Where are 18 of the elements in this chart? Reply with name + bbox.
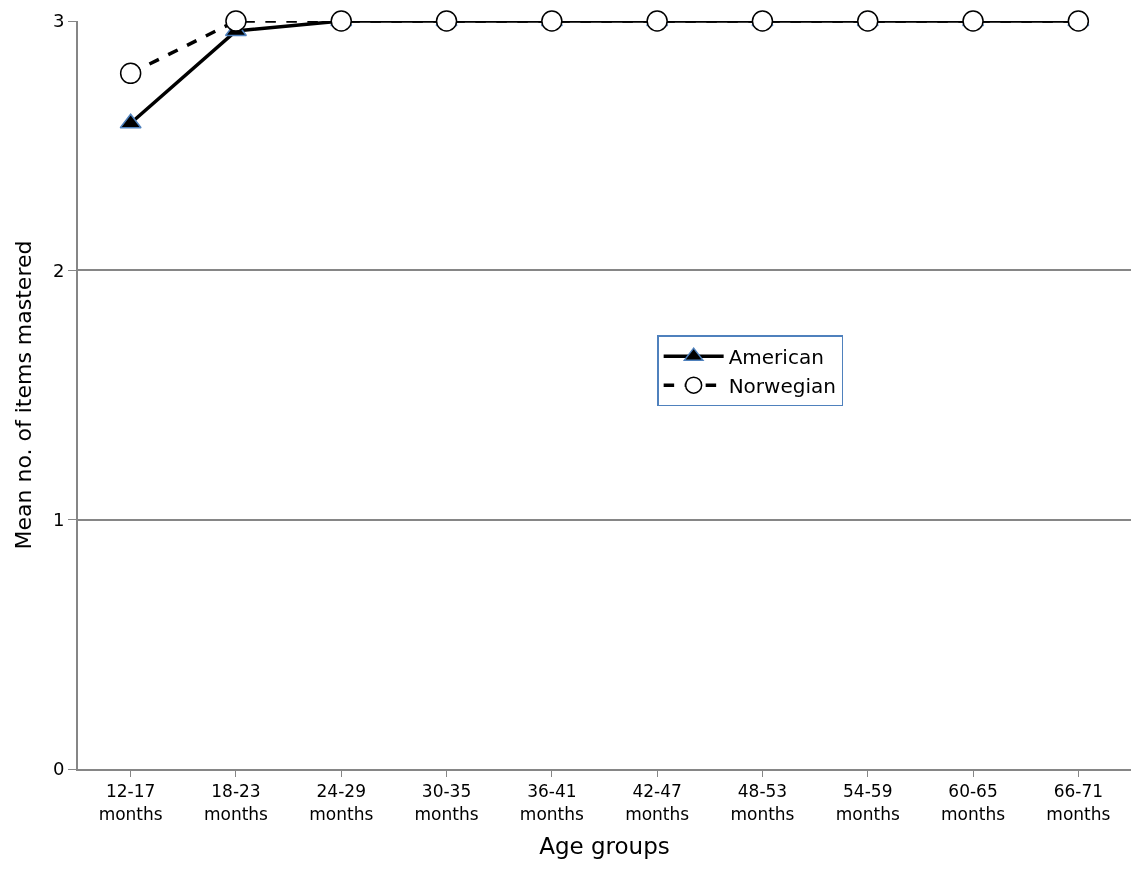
x-tick-label: 36-41 months — [519, 781, 584, 824]
y-tick-label: 1 — [52, 508, 65, 530]
x-tick-label: 42-47 months — [625, 781, 690, 824]
y-tick-label: 0 — [52, 758, 65, 780]
x-tick-label: 24-29 months — [309, 781, 374, 824]
legend-label: Norwegian — [728, 373, 836, 398]
y-tick-label: 3 — [52, 10, 65, 32]
x-tick-label: 48-53 months — [730, 781, 795, 824]
x-tick-label: 12-17 months — [98, 781, 163, 824]
legend-label: American — [728, 344, 824, 369]
y-tick-label: 2 — [52, 259, 65, 281]
x-tick-label: 60-65 months — [941, 781, 1006, 824]
x-tick-label: 30-35 months — [414, 781, 479, 824]
x-tick-label: 66-71 months — [1046, 781, 1111, 824]
x-tick-label: 54-59 months — [835, 781, 900, 824]
y-axis-title: Mean no. of items mastered — [11, 240, 37, 550]
x-axis-title: Age groups — [539, 832, 670, 859]
x-tick-label: 18-23 months — [203, 781, 269, 824]
